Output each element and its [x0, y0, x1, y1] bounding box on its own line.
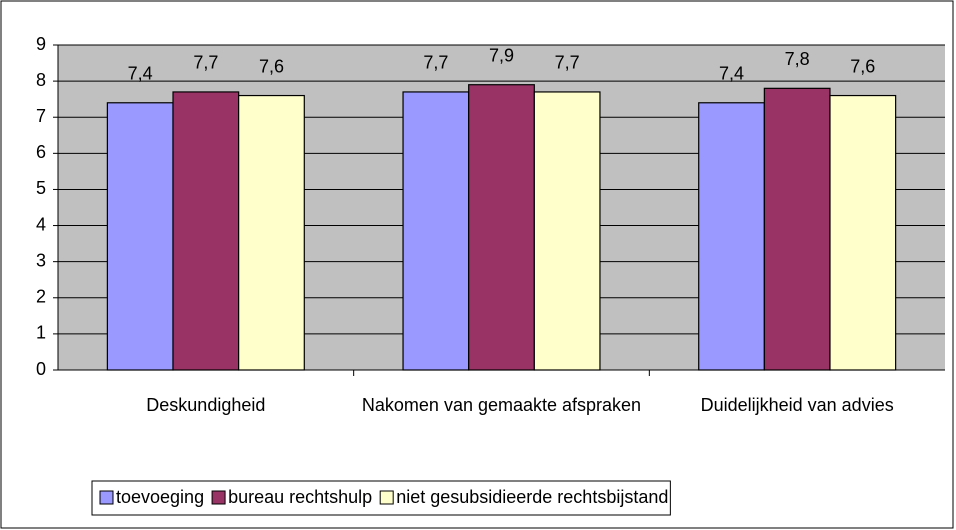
value-label: 7,7: [423, 53, 448, 73]
y-tick-label: 5: [36, 178, 46, 198]
legend-label: bureau rechtshulp: [228, 487, 372, 507]
value-label: 7,8: [785, 49, 810, 69]
bar: [763, 87, 831, 371]
legend-label: toevoeging: [116, 487, 204, 507]
value-label: 7,6: [850, 56, 875, 76]
bar: [172, 91, 240, 371]
bar: [533, 91, 601, 371]
y-tick-label: 4: [36, 214, 46, 234]
y-tick-label: 7: [36, 106, 46, 126]
bar: [106, 102, 174, 371]
bar: [468, 84, 535, 371]
y-tick-label: 0: [36, 359, 46, 379]
legend-swatch: [379, 490, 394, 505]
x-tick-label: Nakomen van gemaakte afspraken: [362, 395, 641, 415]
bar: [698, 102, 765, 371]
legend-label: niet gesubsidieerde rechtsbijstand: [396, 487, 668, 507]
legend-swatch: [211, 490, 226, 505]
value-label: 7,4: [719, 64, 744, 84]
value-label: 7,7: [555, 53, 580, 73]
value-label: 7,4: [128, 64, 153, 84]
value-label: 7,6: [259, 56, 284, 76]
legend-box: [91, 480, 671, 516]
y-tick-label: 6: [36, 142, 46, 162]
y-tick-label: 2: [36, 287, 46, 307]
y-tick-label: 3: [36, 250, 46, 270]
value-label: 7,7: [193, 53, 218, 73]
legend-swatch: [99, 490, 114, 505]
bar: [238, 94, 305, 371]
value-label: 7,9: [489, 45, 514, 65]
x-tick-label: Duidelijkheid van advies: [701, 395, 894, 415]
bar: [829, 94, 897, 371]
x-tick-label: Deskundigheid: [146, 395, 265, 415]
y-tick-label: 8: [36, 70, 46, 90]
bar: [402, 91, 470, 371]
y-tick-label: 1: [36, 323, 46, 343]
legend: toevoeging bureau rechtshulp niet gesubsid…: [99, 487, 668, 507]
y-tick-label: 9: [36, 34, 46, 54]
